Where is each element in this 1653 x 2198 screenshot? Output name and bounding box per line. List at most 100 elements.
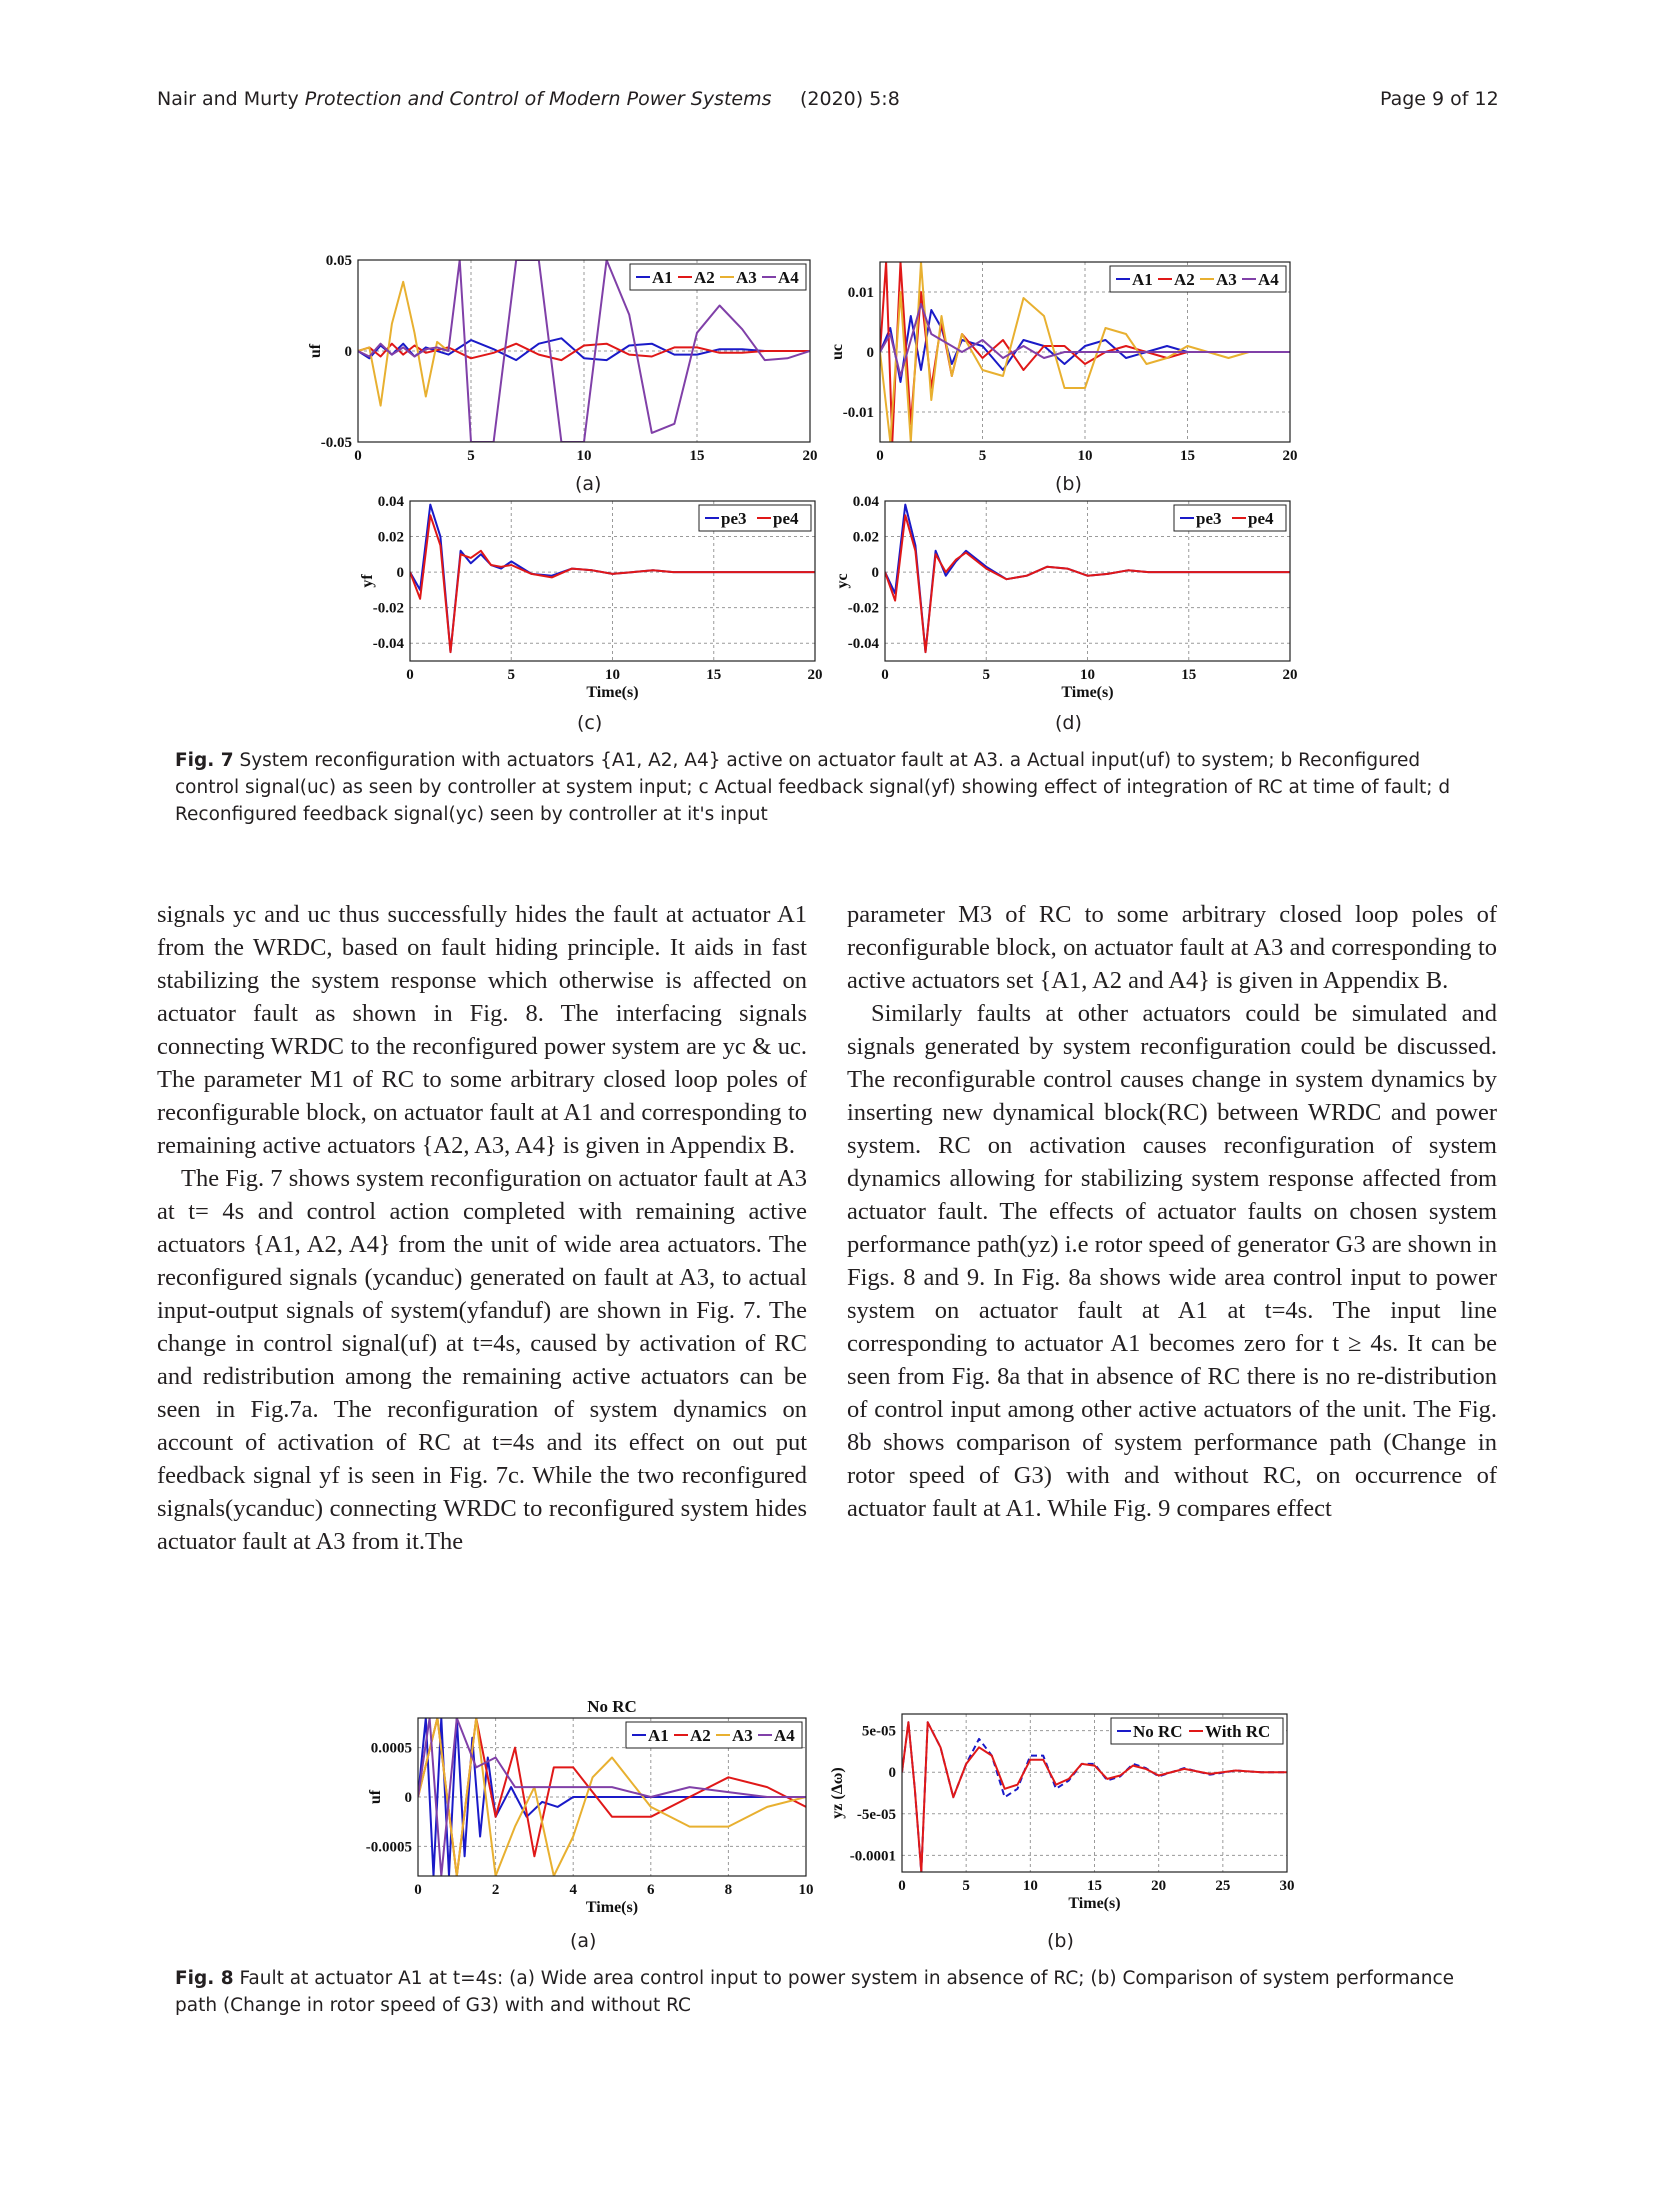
x-tick-label: 6: [647, 1882, 655, 1898]
x-tick-label: 20: [1283, 448, 1298, 464]
plot-frame: [884, 500, 1291, 662]
plot-frame: [901, 1713, 1288, 1873]
plot-frame: [417, 1717, 807, 1877]
y-tick-label: -0.02: [848, 601, 879, 617]
fig7-sublabel-b: (b): [1055, 473, 1082, 495]
x-tick-label: 10: [1080, 667, 1095, 683]
y-tick-label: 0.02: [853, 530, 879, 546]
legend-label: pe3: [721, 509, 747, 528]
x-tick-label: 15: [1181, 667, 1196, 683]
x-tick-label: 10: [1078, 448, 1093, 464]
x-tick-label: 20: [1283, 667, 1298, 683]
x-tick-label: 4: [569, 1882, 577, 1898]
series-line-A3: [358, 280, 450, 407]
series-line-A1: [418, 1718, 806, 1876]
x-tick-label: 25: [1215, 1878, 1230, 1894]
y-axis-label: uc: [829, 344, 846, 360]
legend-label: pe3: [1196, 509, 1222, 528]
y-tick-label: -0.01: [843, 405, 874, 421]
legend-label: A4: [774, 1726, 795, 1745]
x-tick-label: 15: [1087, 1878, 1102, 1894]
plot-frame: [879, 261, 1291, 443]
x-tick-label: 20: [808, 667, 823, 683]
body-right-paragraph-1: parameter M3 of RC to some arbitrary clo…: [847, 901, 1497, 994]
x-axis-label: Time(s): [586, 684, 638, 701]
y-tick-label: 0.04: [378, 494, 405, 510]
y-tick-label: 0.04: [853, 494, 880, 510]
legend-label: No RC: [1133, 1722, 1183, 1741]
fig7a-plot: 0 5 10 15 20 0.05 0 -0.05 uf A1 A2 A3 A4: [307, 253, 818, 464]
body-column-left: signals yc and uc thus successfully hide…: [157, 898, 807, 1558]
y-tick-label: -0.02: [373, 601, 404, 617]
fig7d-plot: 0 5 10 15 20 0.04 0.02 0 -0.02 -0.04 yc Time(s) pe3 p…: [834, 494, 1298, 701]
legend-label: A1: [648, 1726, 669, 1745]
x-tick-label: 0: [881, 667, 889, 683]
legend-label: A1: [1132, 270, 1153, 289]
y-tick-label: 0.05: [326, 253, 352, 269]
fig7-caption: Fig. 7 System reconfiguration with actua…: [175, 747, 1455, 828]
x-tick-label: 5: [979, 448, 987, 464]
x-tick-label: 5: [467, 448, 475, 464]
x-tick-label: 20: [1151, 1878, 1166, 1894]
legend-box: [625, 1721, 803, 1749]
x-tick-label: 10: [799, 1882, 814, 1898]
x-axis-label: Time(s): [1061, 684, 1113, 701]
legend-label: A3: [732, 1726, 753, 1745]
y-tick-label: 0: [872, 565, 880, 581]
fig7-sublabel-c: (c): [577, 712, 603, 734]
fig8-sublabel-b: (b): [1047, 1930, 1074, 1952]
series-line-A1: [358, 337, 810, 362]
y-tick-label: -0.0005: [366, 1839, 412, 1855]
chart-8a-svg: 0 2 4 6 8 10 0.0005 0 -0.0005 uf Time(s) No RC A1 A2 A…: [366, 1697, 814, 1916]
fig7-sublabel-a: (a): [575, 473, 602, 495]
y-tick-label: 0: [397, 565, 405, 581]
running-header-volume: (2020) 5:8: [800, 88, 900, 110]
running-header-page: Page 9 of 12: [1380, 88, 1499, 110]
legend-label: With RC: [1205, 1722, 1270, 1741]
legend-label: A3: [1216, 270, 1237, 289]
x-tick-label: 0: [898, 1878, 906, 1894]
plot-frame: [409, 500, 816, 662]
legend-box: [1109, 265, 1287, 293]
x-tick-label: 15: [690, 448, 705, 464]
body-right-paragraph-2: Similarly faults at other actuators coul…: [847, 1000, 1497, 1522]
fig8-sublabel-a: (a): [570, 1930, 597, 1952]
fig7-sublabel-d: (d): [1055, 712, 1082, 734]
y-tick-label: 0: [867, 345, 875, 361]
x-tick-label: 30: [1280, 1878, 1295, 1894]
y-tick-label: 0.02: [378, 530, 404, 546]
body-left-paragraph-1: signals yc and uc thus successfully hide…: [157, 901, 807, 1159]
body-left-paragraph-2: The Fig. 7 shows system reconfiguration …: [157, 1165, 807, 1555]
legend-label: A4: [1258, 270, 1279, 289]
x-tick-label: 10: [1023, 1878, 1038, 1894]
fig8a-plot: 0 2 4 6 8 10 0.0005 0 -0.0005 uf Time(s) No RC A1 A2 A…: [366, 1697, 814, 1916]
y-axis-label: yc: [834, 573, 851, 588]
y-tick-label: -0.0001: [850, 1848, 896, 1864]
series-line-A3: [418, 1718, 806, 1876]
y-tick-label: -5e-05: [857, 1807, 896, 1823]
chart-title: No RC: [587, 1697, 637, 1716]
running-header-journal: Protection and Control of Modern Power S…: [304, 88, 772, 110]
x-tick-label: 10: [605, 667, 620, 683]
legend-label: A2: [1174, 270, 1195, 289]
y-tick-label: 0.01: [848, 285, 874, 301]
x-tick-label: 15: [1180, 448, 1195, 464]
fig8-caption: Fig. 8 Fault at actuator A1 at t=4s: (a)…: [175, 1965, 1455, 2019]
x-tick-label: 0: [876, 448, 884, 464]
legend-box: [629, 263, 807, 291]
plot-frame: [357, 259, 811, 443]
running-header-authors: Nair and Murty Protection and Control of…: [157, 88, 772, 110]
fig8-caption-text: Fault at actuator A1 at t=4s: (a) Wide a…: [175, 1968, 1455, 2016]
y-tick-label: -0.05: [321, 435, 352, 451]
series-line-pe4: [885, 514, 1290, 654]
fig8b-plot: 0 5 10 15 20 25 30 5e-05 0 -5e-05 -0.0001 yz (Δω) Ti…: [829, 1713, 1295, 1912]
x-tick-label: 5: [508, 667, 516, 683]
fig8-caption-label: Fig. 8: [175, 1968, 234, 1989]
x-tick-label: 5: [983, 667, 991, 683]
y-tick-label: -0.04: [373, 636, 405, 652]
y-tick-label: 0.0005: [371, 1741, 412, 1757]
y-tick-label: 0: [345, 344, 353, 360]
y-axis-label: uf: [307, 343, 324, 358]
y-axis-label: yf: [359, 574, 376, 588]
x-tick-label: 5: [962, 1878, 970, 1894]
